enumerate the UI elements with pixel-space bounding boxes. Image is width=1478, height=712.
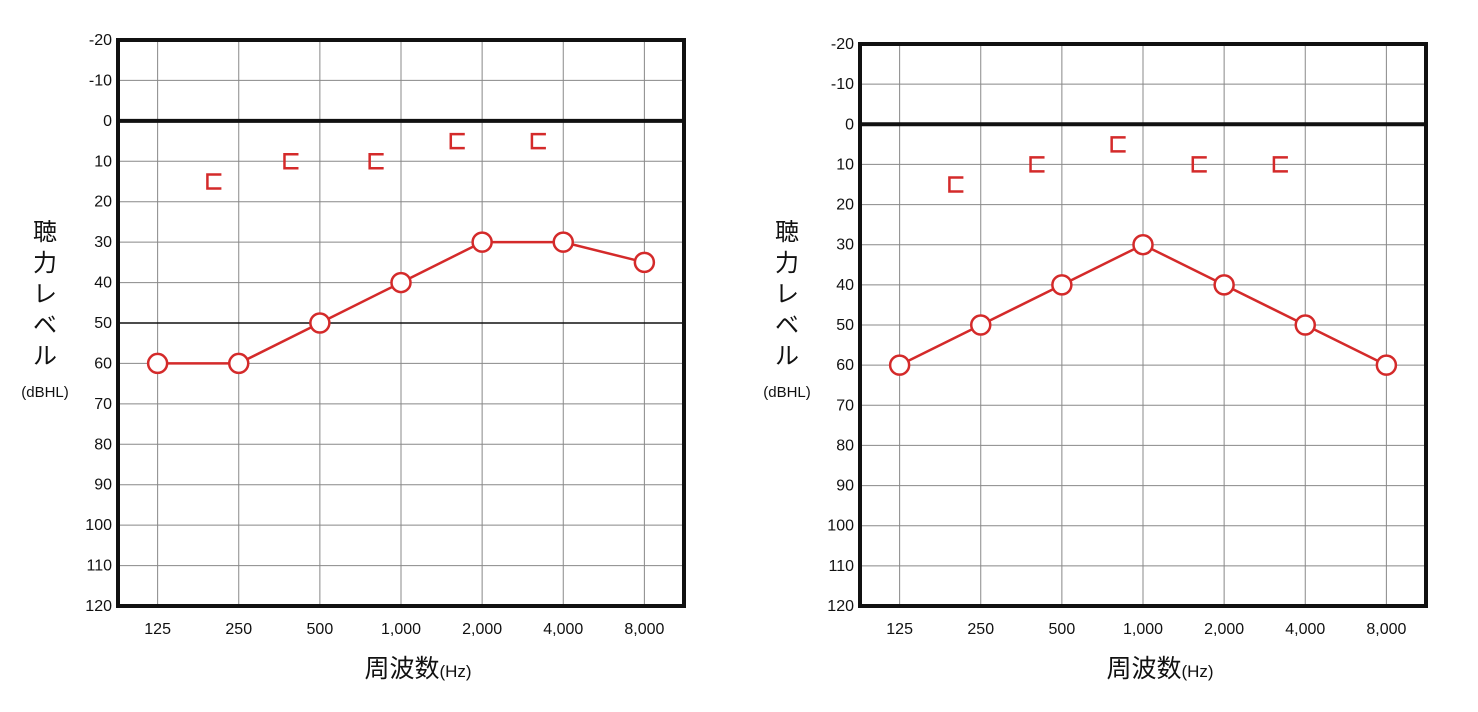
x-tick-label: 125 [886, 621, 913, 638]
x-tick-label: 500 [1049, 621, 1076, 638]
air-conduction-series [888, 233, 1398, 376]
y-tick-label: 100 [827, 518, 854, 535]
y-tick-label: -20 [831, 36, 854, 53]
x-axis-unit: (Hz) [1181, 662, 1213, 681]
y-tick-label: 50 [836, 317, 854, 334]
x-tick-label: 250 [225, 621, 252, 638]
y-tick-label: 30 [836, 237, 854, 254]
y-axis-label-char: レ [33, 280, 57, 308]
bracket-marker [206, 173, 222, 190]
y-tick-label: 120 [85, 598, 112, 615]
y-tick-label: 20 [94, 194, 112, 211]
plot-frame [116, 38, 686, 608]
y-tick-label: -10 [89, 72, 112, 89]
x-axis-label: 周波数(Hz) [1106, 654, 1213, 683]
bracket-marker [449, 132, 465, 150]
circle-marker [888, 354, 911, 376]
y-tick-label: 70 [836, 397, 854, 414]
x-axis-unit: (Hz) [439, 662, 471, 681]
air-conduction-series [146, 231, 656, 375]
y-tick-label: 90 [94, 477, 112, 494]
x-axis-title: 周波数 [1106, 654, 1181, 683]
y-tick-label: 20 [836, 197, 854, 214]
y-axis-label-char: 力 [33, 249, 57, 277]
y-tick-label: 10 [836, 156, 854, 173]
bracket-marker [948, 176, 964, 193]
y-axis-label-char: 聴 [775, 218, 799, 246]
circle-marker [1375, 354, 1398, 376]
y-tick-label: 40 [94, 275, 112, 292]
circle-marker [146, 352, 169, 375]
y-axis-label-char: ベ [775, 311, 799, 339]
x-axis-title: 周波数 [364, 654, 439, 683]
y-tick-label: -20 [89, 32, 112, 49]
bracket-marker [1272, 156, 1288, 173]
y-axis-unit: (dBHL) [21, 384, 69, 401]
y-tick-label: 100 [85, 517, 112, 534]
y-axis-label-char: ル [775, 342, 799, 370]
bracket-marker [1191, 156, 1207, 173]
circle-marker [309, 312, 331, 334]
x-tick-label: 1,000 [381, 621, 421, 638]
y-tick-label: 80 [94, 436, 112, 453]
y-tick-label: 110 [828, 558, 854, 575]
bracket-marker [1110, 136, 1126, 153]
x-tick-label: 125 [144, 621, 171, 638]
audiogram-chart-1: -20 -10 0 10 20 30 40 50 60 70 80 90 100 110 120 125 250… [21, 32, 686, 683]
bone-conduction-series [206, 132, 546, 190]
bracket-marker [368, 153, 384, 170]
y-tick-label: 70 [94, 396, 112, 413]
bracket-marker [530, 132, 546, 150]
x-tick-label: 1,000 [1123, 621, 1163, 638]
bracket-marker [283, 153, 299, 170]
y-tick-label: 110 [86, 558, 112, 575]
y-axis-label-char: レ [775, 280, 799, 308]
circle-marker [1213, 274, 1235, 296]
y-axis-label-char: 力 [775, 249, 799, 277]
circle-marker [471, 231, 493, 253]
x-tick-label: 250 [967, 621, 994, 638]
circle-marker [552, 231, 575, 253]
y-axis-label-char: ベ [33, 311, 57, 339]
circle-marker [633, 251, 656, 274]
y-axis-unit: (dBHL) [763, 384, 811, 401]
y-tick-label: 120 [827, 598, 854, 615]
bracket-marker [1029, 156, 1045, 173]
y-tick-label: 80 [836, 437, 854, 454]
y-tick-label: 40 [836, 277, 854, 294]
y-tick-label: 50 [94, 315, 112, 332]
x-tick-label: 500 [307, 621, 334, 638]
y-tick-label: 10 [94, 153, 112, 170]
y-tick-label: 60 [94, 355, 112, 372]
x-tick-label: 4,000 [1285, 621, 1325, 638]
y-axis-label-char: ル [33, 342, 57, 370]
y-tick-label: -10 [831, 76, 854, 93]
circle-marker [390, 271, 412, 294]
y-tick-label: 0 [845, 116, 854, 133]
x-tick-label: 8,000 [624, 621, 664, 638]
circle-marker [227, 352, 250, 375]
bone-conduction-series [948, 136, 1288, 193]
audiogram-chart-2: -20 -10 0 10 20 30 40 50 60 70 80 90 100 110 120 125 250… [763, 36, 1428, 683]
circle-marker [1051, 274, 1073, 296]
circle-marker [969, 314, 992, 336]
y-tick-label: 60 [836, 357, 854, 374]
x-tick-label: 4,000 [543, 621, 583, 638]
circle-marker [1294, 314, 1317, 336]
y-axis-label-char: 聴 [33, 218, 57, 246]
x-axis-label: 周波数(Hz) [364, 654, 471, 683]
x-tick-label: 8,000 [1366, 621, 1406, 638]
x-tick-label: 2,000 [462, 621, 502, 638]
circle-marker [1132, 233, 1154, 256]
plot-frame [858, 42, 1428, 608]
y-tick-label: 90 [836, 478, 854, 495]
y-tick-label: 0 [103, 113, 112, 130]
x-tick-label: 2,000 [1204, 621, 1244, 638]
y-tick-label: 30 [94, 234, 112, 251]
